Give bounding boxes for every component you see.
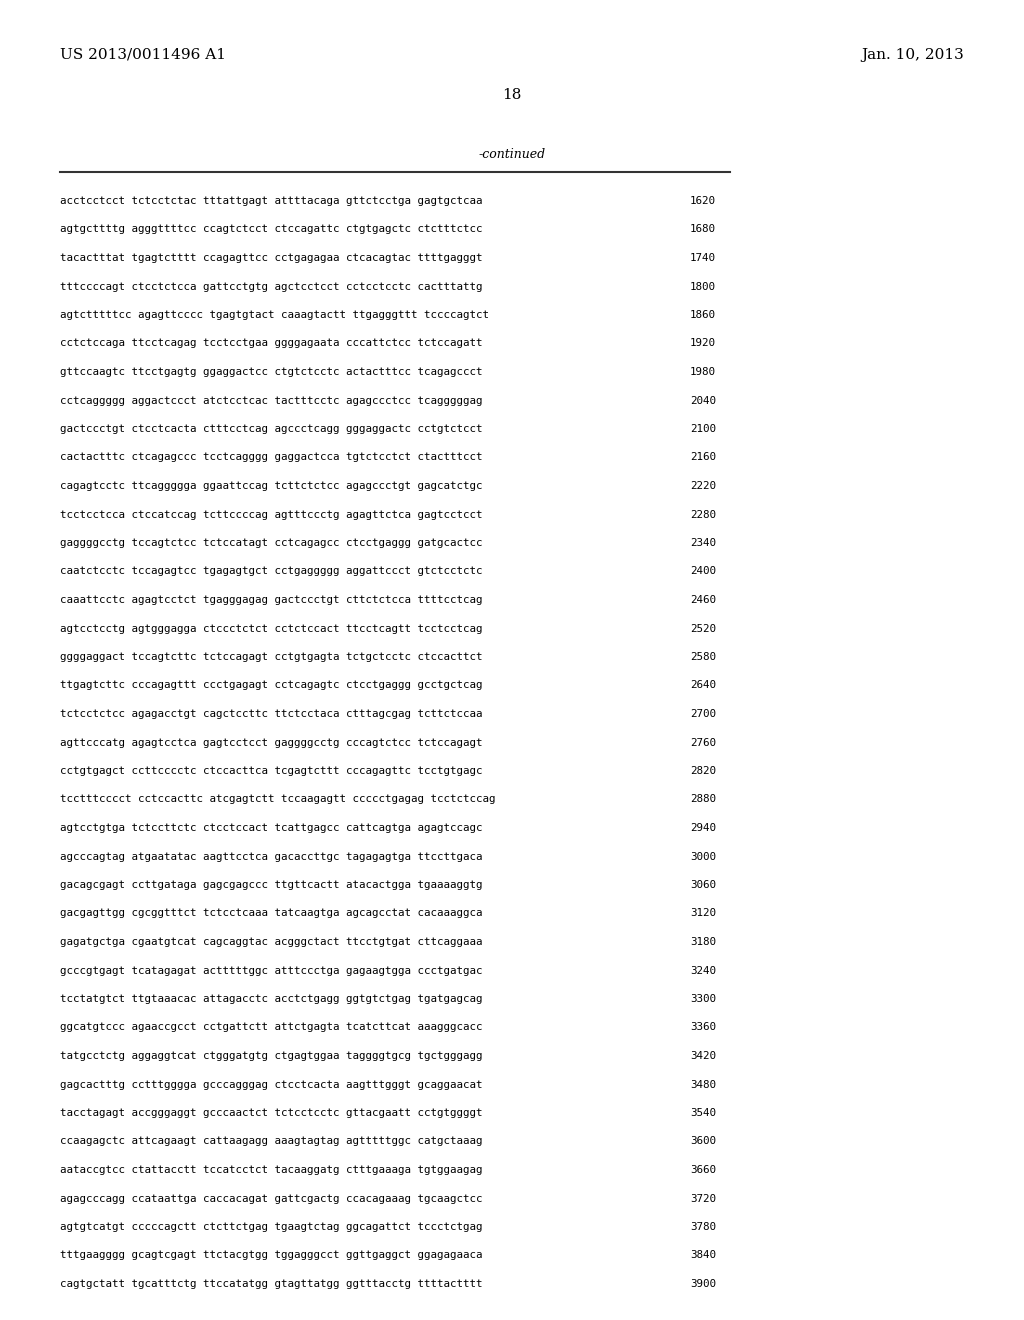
Text: cagtgctatt tgcatttctg ttccatatgg gtagttatgg ggtttacctg ttttactttt: cagtgctatt tgcatttctg ttccatatgg gtagtta… [60,1279,482,1290]
Text: US 2013/0011496 A1: US 2013/0011496 A1 [60,48,226,62]
Text: 1920: 1920 [690,338,716,348]
Text: 3900: 3900 [690,1279,716,1290]
Text: 3420: 3420 [690,1051,716,1061]
Text: gactccctgt ctcctcacta ctttcctcag agccctcagg gggaggactc cctgtctcct: gactccctgt ctcctcacta ctttcctcag agccctc… [60,424,482,434]
Text: tctcctctcc agagacctgt cagctccttc ttctcctaca ctttagcgag tcttctccaa: tctcctctcc agagacctgt cagctccttc ttctcct… [60,709,482,719]
Text: 2880: 2880 [690,795,716,804]
Text: 3780: 3780 [690,1222,716,1232]
Text: 2040: 2040 [690,396,716,405]
Text: agtgcttttg agggttttcc ccagtctcct ctccagattc ctgtgagctc ctctttctcc: agtgcttttg agggttttcc ccagtctcct ctccaga… [60,224,482,235]
Text: tacactttat tgagtctttt ccagagttcc cctgagagaa ctcacagtac ttttgagggt: tacactttat tgagtctttt ccagagttcc cctgaga… [60,253,482,263]
Text: ggcatgtccc agaaccgcct cctgattctt attctgagta tcatcttcat aaagggcacc: ggcatgtccc agaaccgcct cctgattctt attctga… [60,1023,482,1032]
Text: 3000: 3000 [690,851,716,862]
Text: agcccagtag atgaatatac aagttcctca gacaccttgc tagagagtga ttccttgaca: agcccagtag atgaatatac aagttcctca gacacct… [60,851,482,862]
Text: agttcccatg agagtcctca gagtcctcct gaggggcctg cccagtctcc tctccagagt: agttcccatg agagtcctca gagtcctcct gaggggc… [60,738,482,747]
Text: gttccaagtc ttcctgagtg ggaggactcc ctgtctcctc actactttcc tcagagccct: gttccaagtc ttcctgagtg ggaggactcc ctgtctc… [60,367,482,378]
Text: 2820: 2820 [690,766,716,776]
Text: -continued: -continued [478,149,546,161]
Text: 1860: 1860 [690,310,716,319]
Text: 2100: 2100 [690,424,716,434]
Text: 2580: 2580 [690,652,716,663]
Text: gcccgtgagt tcatagagat actttttggc atttccctga gagaagtgga ccctgatgac: gcccgtgagt tcatagagat actttttggc atttccc… [60,965,482,975]
Text: cctctccaga ttcctcagag tcctcctgaa ggggagaata cccattctcc tctccagatt: cctctccaga ttcctcagag tcctcctgaa ggggaga… [60,338,482,348]
Text: 2460: 2460 [690,595,716,605]
Text: agtcctgtga tctccttctc ctcctccact tcattgagcc cattcagtga agagtccagc: agtcctgtga tctccttctc ctcctccact tcattga… [60,822,482,833]
Text: 2220: 2220 [690,480,716,491]
Text: 3480: 3480 [690,1080,716,1089]
Text: tcctttcccct cctccacttc atcgagtctt tccaagagtt ccccctgagag tcctctccag: tcctttcccct cctccacttc atcgagtctt tccaag… [60,795,496,804]
Text: 1800: 1800 [690,281,716,292]
Text: 2760: 2760 [690,738,716,747]
Text: 3840: 3840 [690,1250,716,1261]
Text: tcctcctcca ctccatccag tcttccccag agtttccctg agagttctca gagtcctcct: tcctcctcca ctccatccag tcttccccag agtttcc… [60,510,482,520]
Text: 2640: 2640 [690,681,716,690]
Text: agagcccagg ccataattga caccacagat gattcgactg ccacagaaag tgcaagctcc: agagcccagg ccataattga caccacagat gattcga… [60,1193,482,1204]
Text: 3600: 3600 [690,1137,716,1147]
Text: 1980: 1980 [690,367,716,378]
Text: 2280: 2280 [690,510,716,520]
Text: agtctttttcc agagttcccc tgagtgtact caaagtactt ttgagggttt tccccagtct: agtctttttcc agagttcccc tgagtgtact caaagt… [60,310,489,319]
Text: ttgagtcttc cccagagttt ccctgagagt cctcagagtc ctcctgaggg gcctgctcag: ttgagtcttc cccagagttt ccctgagagt cctcaga… [60,681,482,690]
Text: cactactttc ctcagagccc tcctcagggg gaggactcca tgtctcctct ctactttcct: cactactttc ctcagagccc tcctcagggg gaggact… [60,453,482,462]
Text: cagagtcctc ttcaggggga ggaattccag tcttctctcc agagccctgt gagcatctgc: cagagtcctc ttcaggggga ggaattccag tcttctc… [60,480,482,491]
Text: 2520: 2520 [690,623,716,634]
Text: agtcctcctg agtgggagga ctccctctct cctctccact ttcctcagtt tcctcctcag: agtcctcctg agtgggagga ctccctctct cctctcc… [60,623,482,634]
Text: tacctagagt accgggaggt gcccaactct tctcctcctc gttacgaatt cctgtggggt: tacctagagt accgggaggt gcccaactct tctcctc… [60,1107,482,1118]
Text: 3240: 3240 [690,965,716,975]
Text: gaggggcctg tccagtctcc tctccatagt cctcagagcc ctcctgaggg gatgcactcc: gaggggcctg tccagtctcc tctccatagt cctcaga… [60,539,482,548]
Text: tcctatgtct ttgtaaacac attagacctc acctctgagg ggtgtctgag tgatgagcag: tcctatgtct ttgtaaacac attagacctc acctctg… [60,994,482,1005]
Text: cctgtgagct ccttcccctc ctccacttca tcgagtcttt cccagagttc tcctgtgagc: cctgtgagct ccttcccctc ctccacttca tcgagtc… [60,766,482,776]
Text: 3720: 3720 [690,1193,716,1204]
Text: 2700: 2700 [690,709,716,719]
Text: agtgtcatgt cccccagctt ctcttctgag tgaagtctag ggcagattct tccctctgag: agtgtcatgt cccccagctt ctcttctgag tgaagtc… [60,1222,482,1232]
Text: 3180: 3180 [690,937,716,946]
Text: tttccccagt ctcctctcca gattcctgtg agctcctcct cctcctcctc cactttattg: tttccccagt ctcctctcca gattcctgtg agctcct… [60,281,482,292]
Text: 3660: 3660 [690,1166,716,1175]
Text: 2400: 2400 [690,566,716,577]
Text: 3540: 3540 [690,1107,716,1118]
Text: ggggaggact tccagtcttc tctccagagt cctgtgagta tctgctcctc ctccacttct: ggggaggact tccagtcttc tctccagagt cctgtga… [60,652,482,663]
Text: 2340: 2340 [690,539,716,548]
Text: Jan. 10, 2013: Jan. 10, 2013 [861,48,964,62]
Text: 3300: 3300 [690,994,716,1005]
Text: 1620: 1620 [690,195,716,206]
Text: caatctcctc tccagagtcc tgagagtgct cctgaggggg aggattccct gtctcctctc: caatctcctc tccagagtcc tgagagtgct cctgagg… [60,566,482,577]
Text: 2160: 2160 [690,453,716,462]
Text: caaattcctc agagtcctct tgagggagag gactccctgt cttctctcca ttttcctcag: caaattcctc agagtcctct tgagggagag gactccc… [60,595,482,605]
Text: cctcaggggg aggactccct atctcctcac tactttcctc agagccctcc tcagggggag: cctcaggggg aggactccct atctcctcac tactttc… [60,396,482,405]
Text: gacagcgagt ccttgataga gagcgagccc ttgttcactt atacactgga tgaaaaggtg: gacagcgagt ccttgataga gagcgagccc ttgttca… [60,880,482,890]
Text: 3060: 3060 [690,880,716,890]
Text: 18: 18 [503,88,521,102]
Text: 3120: 3120 [690,908,716,919]
Text: gagatgctga cgaatgtcat cagcaggtac acgggctact ttcctgtgat cttcaggaaa: gagatgctga cgaatgtcat cagcaggtac acgggct… [60,937,482,946]
Text: 1680: 1680 [690,224,716,235]
Text: tatgcctctg aggaggtcat ctgggatgtg ctgagtggaa taggggtgcg tgctgggagg: tatgcctctg aggaggtcat ctgggatgtg ctgagtg… [60,1051,482,1061]
Text: 2940: 2940 [690,822,716,833]
Text: ccaagagctc attcagaagt cattaagagg aaagtagtag agtttttggc catgctaaag: ccaagagctc attcagaagt cattaagagg aaagtag… [60,1137,482,1147]
Text: 3360: 3360 [690,1023,716,1032]
Text: aataccgtcc ctattacctt tccatcctct tacaaggatg ctttgaaaga tgtggaagag: aataccgtcc ctattacctt tccatcctct tacaagg… [60,1166,482,1175]
Text: gagcactttg cctttgggga gcccagggag ctcctcacta aagtttgggt gcaggaacat: gagcactttg cctttgggga gcccagggag ctcctca… [60,1080,482,1089]
Text: tttgaagggg gcagtcgagt ttctacgtgg tggagggcct ggttgaggct ggagagaaca: tttgaagggg gcagtcgagt ttctacgtgg tggaggg… [60,1250,482,1261]
Text: gacgagttgg cgcggtttct tctcctcaaa tatcaagtga agcagcctat cacaaaggca: gacgagttgg cgcggtttct tctcctcaaa tatcaag… [60,908,482,919]
Text: acctcctcct tctcctctac tttattgagt attttacaga gttctcctga gagtgctcaa: acctcctcct tctcctctac tttattgagt attttac… [60,195,482,206]
Text: 1740: 1740 [690,253,716,263]
